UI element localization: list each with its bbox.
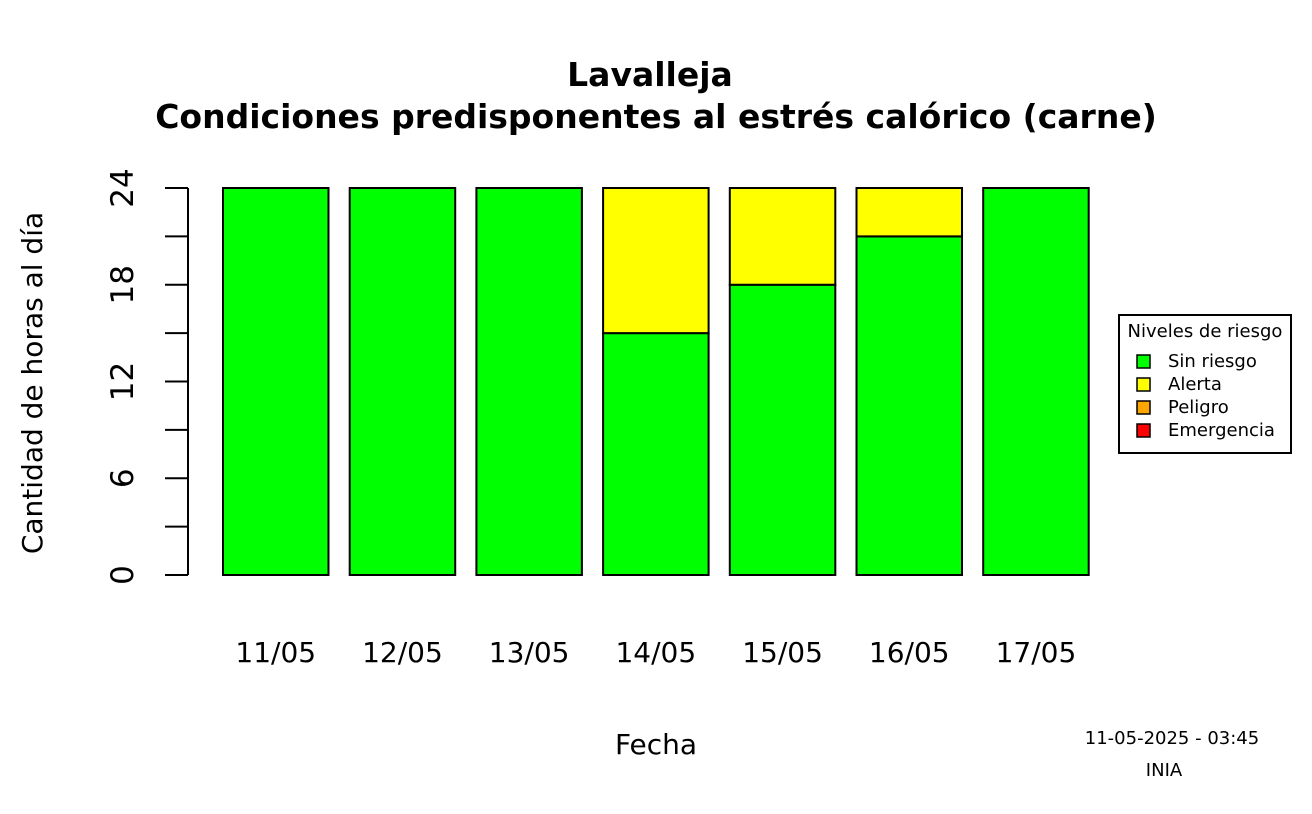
y-tick-label: 12 [105, 362, 141, 401]
chart-title: Lavalleja [567, 55, 733, 94]
y-tick-label: 0 [105, 565, 141, 585]
legend-entry: Emergencia [1168, 420, 1275, 441]
legend-swatch [1136, 354, 1151, 369]
legend-entry: Peligro [1168, 397, 1229, 418]
x-axis-labels: 11/05 12/05 13/05 14/05 15/05 16/05 17/05 [235, 636, 1076, 669]
x-tick-label: 16/05 [869, 636, 950, 669]
legend-swatch [1136, 377, 1151, 392]
legend-box [1118, 314, 1292, 454]
legend-swatch [1136, 423, 1151, 438]
legend-entry: Sin riesgo [1168, 351, 1257, 372]
x-axis-title: Fecha [615, 728, 697, 761]
bar-segment-sin-riesgo [475, 187, 583, 576]
y-tick-label: 6 [105, 468, 141, 488]
legend-title: Niveles de riesgo [1128, 321, 1283, 342]
timestamp: 11-05-2025 - 03:45 [1085, 728, 1259, 749]
x-tick-label: 12/05 [362, 636, 443, 669]
y-tick-label: 24 [105, 168, 141, 207]
bar-segment-sin-riesgo [855, 235, 963, 576]
bar-segment-sin-riesgo [222, 187, 330, 576]
bar-segment-alerta [855, 187, 963, 238]
y-tick-label: 18 [105, 265, 141, 304]
legend-entry: Alerta [1168, 374, 1222, 395]
bar-segment-sin-riesgo [728, 283, 837, 576]
source-label: INIA [1146, 760, 1183, 781]
bar-segment-alerta [602, 187, 710, 335]
y-axis: 0 6 12 18 24 [105, 168, 189, 585]
chart-subtitle: Condiciones predisponentes al estrés cal… [155, 97, 1157, 136]
x-tick-label: 13/05 [489, 636, 570, 669]
x-tick-label: 14/05 [615, 636, 696, 669]
y-axis-title: Cantidad de horas al día [16, 212, 49, 554]
bar-segment-sin-riesgo [982, 187, 1090, 576]
bars-group [222, 187, 1090, 576]
x-tick-label: 17/05 [996, 636, 1077, 669]
x-tick-label: 15/05 [742, 636, 823, 669]
bar-segment-sin-riesgo [348, 187, 457, 576]
legend: Niveles de riesgo Sin riesgoAlertaPeligr… [1118, 314, 1292, 454]
bar-segment-sin-riesgo [602, 332, 710, 576]
x-tick-label: 11/05 [235, 636, 316, 669]
bar-segment-alerta [728, 187, 837, 286]
legend-swatch [1136, 400, 1151, 415]
